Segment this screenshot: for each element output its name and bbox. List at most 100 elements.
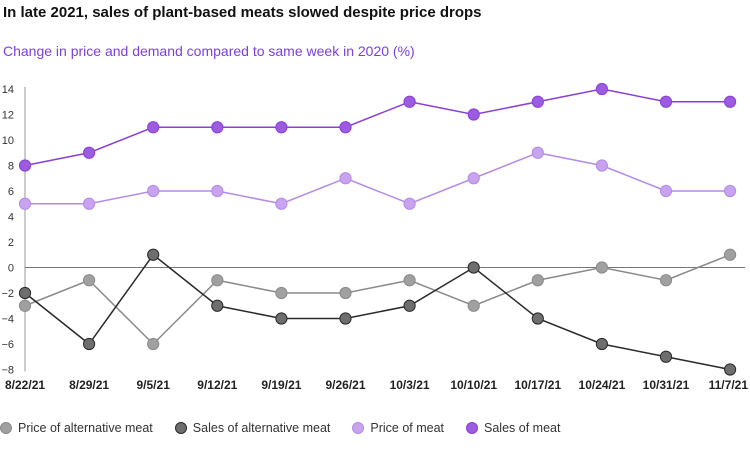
data-point [147, 184, 160, 198]
data-point [275, 197, 288, 210]
data-point [403, 197, 416, 210]
data-point [531, 312, 544, 325]
series-line [24, 88, 731, 167]
y-tick-label: 8 [8, 161, 14, 173]
chart-title: In late 2021, sales of plant-based meats… [3, 4, 482, 21]
data-point [531, 146, 544, 159]
data-point [659, 350, 673, 363]
x-tick-label: 9/19/21 [261, 378, 301, 392]
series-4 [24, 88, 731, 167]
data-point [83, 274, 96, 287]
data-point [18, 286, 32, 300]
data-point [724, 95, 737, 108]
y-tick-label: −6 [1, 339, 14, 351]
data-point [403, 95, 416, 108]
x-tick-label: 10/31/21 [643, 378, 690, 392]
x-tick-label: 10/10/21 [450, 378, 497, 392]
data-point [403, 299, 416, 312]
y-tick-label: 4 [8, 212, 14, 224]
legend-marker [352, 422, 365, 434]
x-tick-label: 9/26/21 [325, 378, 365, 392]
data-point [595, 159, 609, 172]
series-points-3 [18, 146, 737, 210]
data-point [339, 121, 352, 134]
y-tick-label: −2 [1, 288, 14, 300]
x-tick-label: 8/22/21 [5, 378, 45, 392]
data-point [467, 299, 480, 312]
data-point [83, 337, 96, 351]
legend-marker [174, 422, 187, 434]
data-point [531, 95, 544, 108]
data-point [211, 299, 224, 312]
data-point [339, 286, 352, 300]
x-tick-label: 8/29/21 [69, 378, 109, 392]
y-tick-labels: 14 12 10 8 6 4 2 0 −2 −4 −6 −8 [1, 84, 14, 377]
data-point [467, 261, 480, 274]
line-chart: 14 12 10 8 6 4 2 0 −2 −4 −6 −8 8/22/21 8/29/21 9/5/21… [1, 82, 748, 392]
data-point [403, 274, 416, 287]
series-points-2 [18, 248, 737, 376]
y-tick-label: 14 [2, 84, 14, 96]
legend-label: Price of meat [370, 421, 445, 435]
x-tick-label: 10/24/21 [579, 378, 626, 392]
data-point [659, 274, 673, 287]
series-line [24, 254, 731, 346]
legend-item: Price of meat [352, 421, 444, 435]
legend-item: Price of alternative meat [0, 421, 153, 435]
data-point [147, 248, 160, 261]
data-point [595, 337, 609, 351]
data-point [211, 184, 224, 198]
y-tick-label: 0 [8, 263, 14, 275]
data-point [275, 312, 288, 325]
y-tick-label: −8 [1, 365, 14, 377]
x-tick-label: 9/5/21 [137, 378, 171, 392]
y-tick-label: 10 [2, 135, 14, 147]
y-tick-label: 6 [8, 186, 14, 198]
data-point [211, 121, 224, 134]
data-point [339, 312, 352, 325]
series-group [18, 82, 737, 376]
data-point [339, 172, 352, 185]
series-line [24, 253, 731, 371]
data-point [595, 82, 609, 96]
data-point [467, 108, 480, 121]
y-tick-label: 2 [8, 237, 14, 249]
x-tick-label: 11/7/21 [709, 378, 749, 392]
legend-item: Sales of alternative meat [174, 421, 330, 435]
series-points-4 [18, 82, 737, 172]
data-point [595, 261, 609, 274]
series-3 [25, 151, 731, 205]
data-point [83, 146, 96, 159]
data-point [531, 274, 544, 287]
x-tick-label: 9/12/21 [197, 378, 237, 392]
chart-subtitle: Change in price and demand compared to s… [3, 43, 415, 59]
data-point [18, 159, 32, 172]
data-point [724, 184, 737, 198]
data-point [275, 121, 288, 134]
y-tick-label: −4 [1, 314, 14, 326]
data-point [724, 248, 737, 261]
data-point [467, 172, 480, 185]
x-tick-labels: 8/22/21 8/29/21 9/5/21 9/12/21 9/19/21 9/26/2… [5, 378, 748, 392]
series-points-1 [18, 248, 737, 351]
legend-label: Sales of meat [484, 421, 561, 435]
x-tick-label: 10/3/21 [390, 378, 430, 392]
series-2 [24, 253, 731, 371]
data-point [147, 121, 160, 134]
legend-marker [0, 422, 12, 434]
x-tick-label: 10/17/21 [514, 378, 561, 392]
axes [24, 87, 745, 372]
data-point [275, 286, 288, 300]
y-tick-label: 12 [2, 110, 14, 122]
data-point [659, 95, 673, 108]
legend: Price of alternative meat Sales of altern… [0, 419, 582, 437]
data-point [83, 197, 96, 210]
data-point [147, 337, 160, 351]
legend-item: Sales of meat [466, 421, 560, 435]
data-point [211, 274, 224, 287]
legend-label: Price of alternative meat [18, 421, 153, 435]
series-1 [24, 254, 731, 346]
legend-marker [466, 422, 479, 434]
data-point [659, 184, 673, 198]
data-point [18, 299, 32, 312]
